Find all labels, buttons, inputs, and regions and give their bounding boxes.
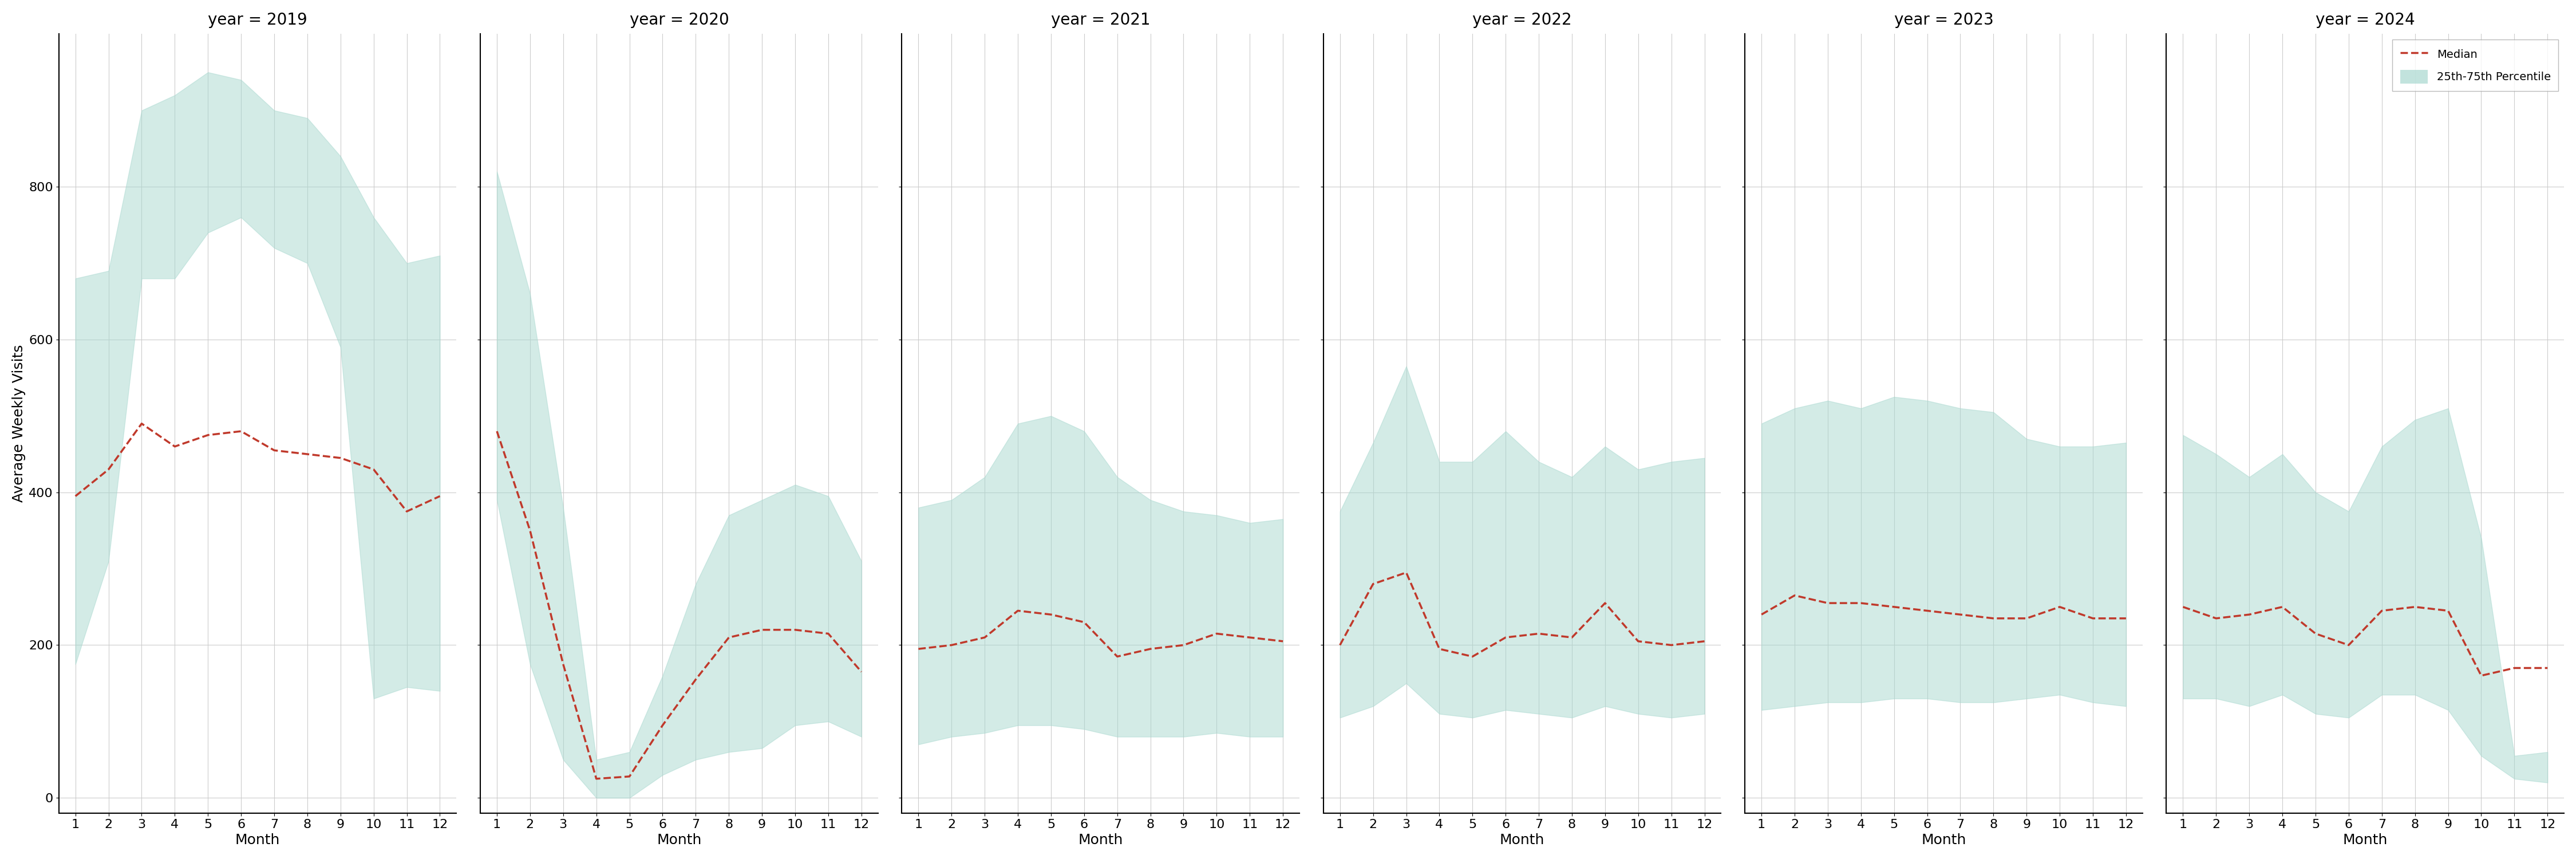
- Median: [1234, 632, 1265, 643]
- Median: [2076, 613, 2107, 624]
- Median: [258, 445, 289, 455]
- X-axis label: Month: Month: [1499, 833, 1546, 847]
- Median: [935, 640, 966, 650]
- Median: [482, 426, 513, 436]
- Median: [969, 632, 999, 643]
- Median: [2499, 663, 2530, 673]
- Title: year = 2022: year = 2022: [1473, 12, 1571, 28]
- Median: [358, 464, 389, 474]
- Median: [1425, 643, 1455, 654]
- Median: [2465, 671, 2496, 681]
- Median: [1324, 640, 1355, 650]
- Median: [2233, 609, 2264, 619]
- Median: [2045, 602, 2076, 612]
- Median: [1522, 629, 1553, 639]
- Title: year = 2020: year = 2020: [629, 12, 729, 28]
- Median: [392, 506, 422, 516]
- Median: [1844, 598, 1875, 608]
- Median: [193, 430, 224, 440]
- X-axis label: Month: Month: [1079, 833, 1123, 847]
- Median: [1623, 637, 1654, 647]
- Legend: Median, 25th-75th Percentile: Median, 25th-75th Percentile: [2393, 40, 2558, 91]
- Y-axis label: Average Weekly Visits: Average Weekly Visits: [13, 344, 26, 503]
- Line: Median: Median: [920, 611, 1283, 656]
- Median: [1358, 579, 1388, 589]
- Median: [2532, 663, 2563, 673]
- Median: [1069, 617, 1100, 627]
- Median: [904, 643, 935, 654]
- Line: Median: Median: [497, 431, 860, 779]
- X-axis label: Month: Month: [1922, 833, 1965, 847]
- Median: [160, 442, 191, 452]
- Median: [781, 624, 811, 635]
- Median: [1036, 609, 1066, 619]
- Median: [126, 418, 157, 429]
- Median: [1589, 598, 1620, 608]
- Line: Median: Median: [2182, 607, 2548, 676]
- Median: [2110, 613, 2141, 624]
- Median: [1780, 590, 1811, 600]
- Median: [425, 491, 456, 502]
- Median: [1002, 606, 1033, 616]
- Title: year = 2021: year = 2021: [1051, 12, 1151, 28]
- Median: [1458, 651, 1489, 661]
- Median: [2367, 606, 2398, 616]
- Median: [680, 674, 711, 685]
- Median: [2166, 602, 2197, 612]
- Median: [1747, 609, 1777, 619]
- Median: [1878, 602, 1909, 612]
- X-axis label: Month: Month: [2342, 833, 2388, 847]
- Median: [613, 771, 644, 782]
- Median: [1814, 598, 1844, 608]
- Median: [325, 453, 355, 463]
- Median: [2334, 640, 2365, 650]
- Title: year = 2023: year = 2023: [1893, 12, 1994, 28]
- Median: [647, 720, 677, 730]
- Median: [1489, 632, 1520, 643]
- Median: [1978, 613, 2009, 624]
- Median: [93, 464, 124, 474]
- Line: Median: Median: [75, 423, 440, 511]
- Median: [2300, 629, 2331, 639]
- Median: [1136, 643, 1167, 654]
- Median: [1911, 606, 1942, 616]
- Median: [1656, 640, 1687, 650]
- Median: [1556, 632, 1587, 643]
- Median: [2012, 613, 2043, 624]
- Median: [747, 624, 778, 635]
- Median: [549, 659, 580, 669]
- Median: [714, 632, 744, 643]
- Median: [1167, 640, 1198, 650]
- Median: [1690, 637, 1721, 647]
- Median: [1391, 568, 1422, 578]
- Median: [227, 426, 258, 436]
- Median: [1103, 651, 1133, 661]
- X-axis label: Month: Month: [234, 833, 281, 847]
- X-axis label: Month: Month: [657, 833, 701, 847]
- Title: year = 2019: year = 2019: [209, 12, 307, 28]
- Median: [580, 774, 611, 784]
- Line: Median: Median: [1340, 573, 1705, 656]
- Median: [845, 667, 876, 677]
- Median: [2398, 602, 2429, 612]
- Median: [2267, 602, 2298, 612]
- Median: [1200, 629, 1231, 639]
- Title: year = 2024: year = 2024: [2316, 12, 2414, 28]
- Line: Median: Median: [1762, 595, 2125, 618]
- Median: [814, 629, 845, 639]
- Median: [1267, 637, 1298, 647]
- Median: [291, 449, 322, 460]
- Median: [2200, 613, 2231, 624]
- Median: [2432, 606, 2463, 616]
- Median: [1945, 609, 1976, 619]
- Median: [515, 526, 546, 536]
- Median: [59, 491, 90, 502]
